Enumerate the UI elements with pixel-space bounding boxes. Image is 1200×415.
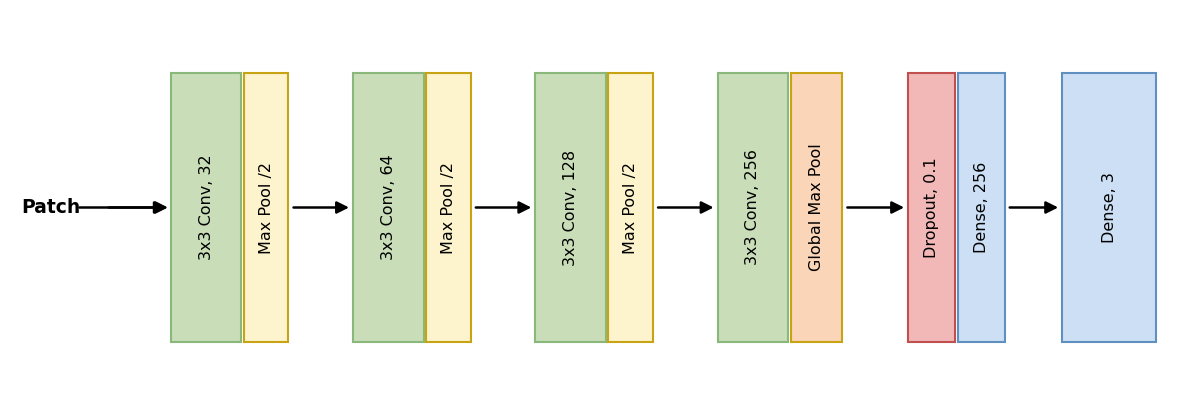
Bar: [244, 73, 288, 342]
Text: Max Pool /2: Max Pool /2: [623, 161, 638, 254]
Bar: [426, 73, 470, 342]
Bar: [170, 73, 241, 342]
Text: 3x3 Conv, 64: 3x3 Conv, 64: [380, 155, 396, 260]
Bar: [908, 73, 955, 342]
Text: Dropout, 0.1: Dropout, 0.1: [924, 157, 940, 258]
Bar: [718, 73, 788, 342]
Text: 3x3 Conv, 32: 3x3 Conv, 32: [198, 155, 214, 260]
Bar: [535, 73, 606, 342]
Text: 3x3 Conv, 256: 3x3 Conv, 256: [745, 149, 761, 266]
Bar: [353, 73, 424, 342]
Text: Dense, 3: Dense, 3: [1102, 172, 1117, 243]
Text: Max Pool /2: Max Pool /2: [440, 161, 456, 254]
Text: 3x3 Conv, 128: 3x3 Conv, 128: [563, 149, 578, 266]
Text: Dense, 256: Dense, 256: [973, 162, 989, 253]
Text: Patch: Patch: [22, 198, 80, 217]
Text: Max Pool /2: Max Pool /2: [258, 161, 274, 254]
Bar: [608, 73, 653, 342]
Bar: [958, 73, 1004, 342]
Bar: [1062, 73, 1157, 342]
Bar: [791, 73, 842, 342]
Text: Global Max Pool: Global Max Pool: [809, 144, 824, 271]
